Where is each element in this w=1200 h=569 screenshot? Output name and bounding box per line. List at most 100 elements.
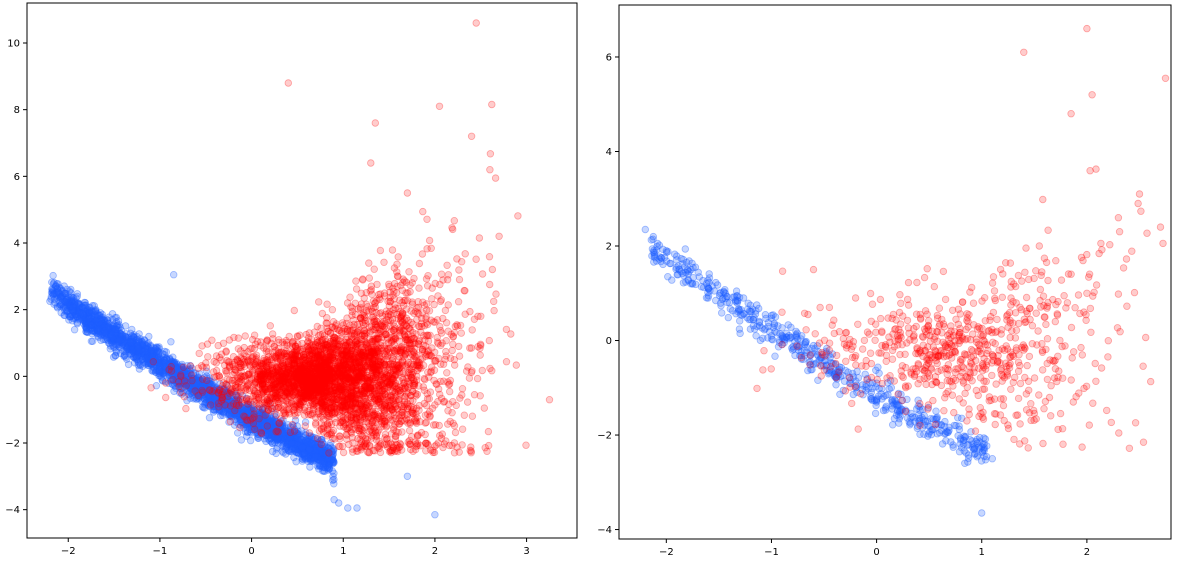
data-point (196, 384, 204, 393)
data-point (205, 396, 213, 404)
data-point (58, 294, 66, 302)
data-point (88, 337, 97, 345)
data-point (72, 306, 80, 315)
data-point (301, 431, 310, 440)
data-point (130, 331, 138, 339)
data-point (458, 425, 467, 433)
data-point (78, 303, 87, 311)
data-point (301, 422, 309, 430)
data-point (330, 480, 338, 488)
data-point (113, 321, 122, 329)
data-point (185, 387, 193, 395)
data-point (46, 297, 54, 305)
data-point (206, 401, 215, 409)
data-point (468, 412, 477, 420)
data-point (272, 424, 280, 432)
data-point (95, 319, 103, 328)
data-point (309, 439, 317, 448)
data-point (141, 347, 149, 355)
data-point (127, 347, 136, 355)
data-point (83, 319, 91, 327)
data-point (291, 428, 300, 436)
data-point (205, 414, 214, 422)
data-point (179, 363, 188, 371)
data-point (294, 429, 302, 438)
data-point (258, 410, 267, 419)
data-point (386, 344, 394, 352)
data-point (406, 436, 414, 445)
data-point (222, 388, 231, 396)
data-point (244, 417, 252, 425)
data-point (156, 362, 164, 370)
data-point (298, 441, 306, 450)
data-point (233, 405, 241, 414)
data-point (194, 380, 203, 388)
data-point (169, 271, 178, 279)
data-point (92, 321, 100, 329)
data-point (220, 401, 228, 409)
data-point (290, 306, 298, 315)
data-point (272, 445, 281, 453)
data-point (289, 432, 297, 440)
data-point (301, 445, 310, 454)
data-point (301, 453, 309, 461)
data-point (61, 297, 70, 306)
data-point (186, 369, 194, 378)
data-point (237, 436, 246, 444)
data-point (287, 440, 296, 448)
data-point (185, 382, 193, 390)
data-point (239, 420, 247, 429)
data-point (439, 443, 447, 452)
data-point (186, 384, 194, 392)
data-point (132, 347, 140, 355)
data-point (194, 381, 202, 389)
data-point (335, 499, 343, 507)
data-point (170, 360, 178, 368)
data-point (114, 337, 123, 345)
data-point (282, 431, 291, 440)
data-point (241, 332, 249, 340)
data-point (307, 433, 316, 442)
data-point (282, 444, 290, 452)
data-point (463, 398, 472, 406)
data-point (264, 423, 272, 431)
data-point (85, 303, 94, 311)
data-point (88, 315, 97, 323)
data-point (136, 361, 144, 369)
data-point (176, 373, 184, 382)
data-point (458, 385, 467, 393)
data-point (227, 406, 236, 415)
data-point (188, 385, 196, 393)
data-point (431, 511, 439, 519)
data-point (53, 302, 61, 311)
data-point (142, 342, 150, 350)
data-point (146, 356, 154, 364)
data-point (318, 442, 327, 450)
data-point (319, 449, 327, 457)
data-point (104, 322, 113, 331)
data-point (97, 317, 105, 325)
data-point (227, 411, 235, 420)
data-point (134, 347, 142, 356)
data-point (313, 462, 322, 470)
data-point (150, 348, 158, 356)
data-point (457, 329, 465, 337)
data-point (130, 346, 139, 355)
data-point (293, 434, 302, 442)
data-point (146, 341, 155, 350)
data-point (273, 435, 281, 443)
data-point (283, 440, 291, 448)
data-point (127, 339, 135, 347)
data-point (293, 429, 302, 438)
data-point (394, 253, 402, 261)
data-point (256, 426, 265, 435)
data-point (181, 377, 190, 385)
data-point (215, 407, 223, 416)
data-point (490, 306, 498, 315)
data-point (223, 392, 231, 401)
data-point (314, 449, 322, 458)
data-point (248, 414, 257, 423)
data-point (160, 350, 168, 359)
data-point (437, 270, 446, 278)
data-point (209, 388, 217, 396)
